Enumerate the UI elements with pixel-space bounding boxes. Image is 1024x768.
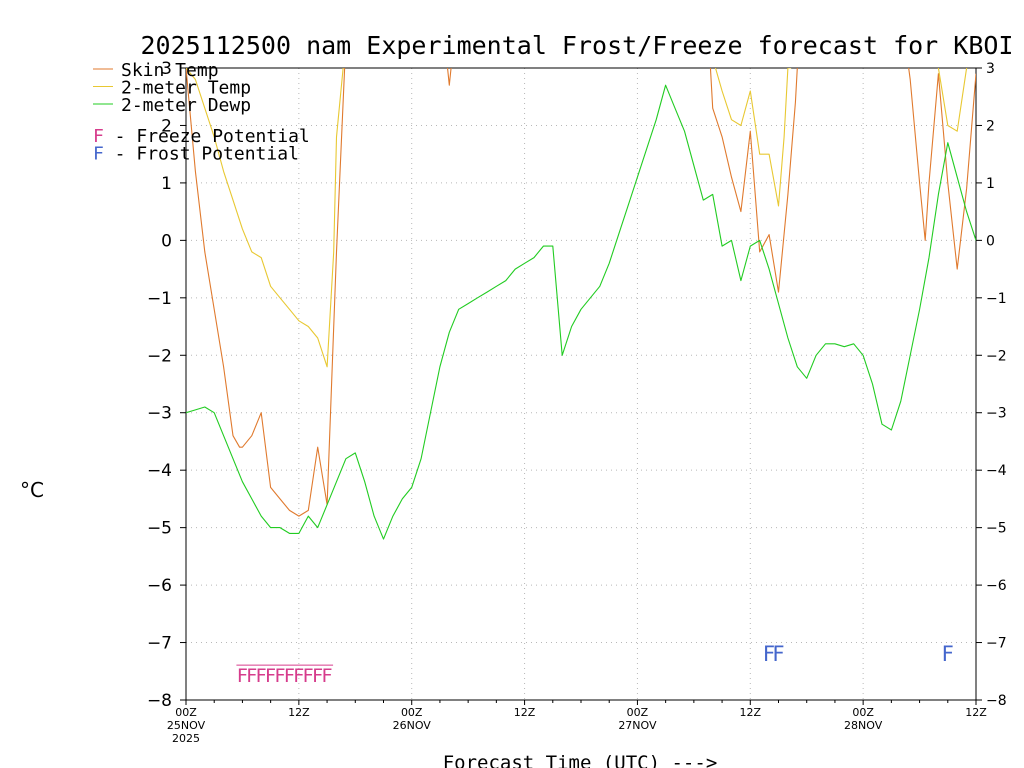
series-layer xyxy=(186,68,976,540)
y-tick-label-right: −7 xyxy=(986,636,1007,652)
x-axis-label: Forecast Time (UTC) ---> xyxy=(443,752,718,768)
series-line-2-meter-temp xyxy=(937,68,968,132)
x-tick-date: 27NOV xyxy=(618,719,657,732)
series-line-skin-temp xyxy=(446,68,452,86)
plot-frame xyxy=(185,67,977,701)
freeze-marker: F xyxy=(312,665,323,687)
y-tick-label-left: −7 xyxy=(147,634,172,654)
x-tick-date: 25NOV xyxy=(167,719,206,732)
frost-marker: F xyxy=(763,642,775,666)
y-axis: −8 −8 −7 −7 −6 −6 −5 −5 −4 −4 −3 −3 −2 −2 −1 −1 0 0 1 1 2 2 3 3 xyxy=(147,59,1007,711)
chart-title: 2025112500 nam Experimental Frost/Freeze… xyxy=(141,31,1014,60)
y-tick-label-right: −2 xyxy=(986,348,1007,364)
y-tick-label-left: 2 xyxy=(161,116,172,136)
x-tick-date: 26NOV xyxy=(393,719,432,732)
y-tick-label-left: −6 xyxy=(147,576,172,596)
series-line-2-meter-temp xyxy=(186,68,344,368)
y-tick-label-right: 0 xyxy=(986,233,995,249)
freeze-marker: F xyxy=(322,665,333,687)
x-tick-label: 00Z xyxy=(175,706,197,719)
y-tick-label-left: −1 xyxy=(147,289,172,309)
x-tick-label: 12Z xyxy=(740,706,762,719)
y-tick-label-left: −4 xyxy=(147,461,172,481)
y-tick-label-right: −8 xyxy=(986,693,1007,709)
x-tick-label: 12Z xyxy=(288,706,310,719)
series-line-skin-temp xyxy=(186,68,346,517)
freeze-marker: F xyxy=(303,665,314,687)
y-tick-label-left: 3 xyxy=(161,59,172,79)
legend-potential-letter: F xyxy=(93,126,104,147)
freeze-marker: F xyxy=(246,665,257,687)
frost-marker: F xyxy=(942,642,954,666)
freeze-marker: F xyxy=(237,665,248,687)
legend-label: 2-meter Dewp xyxy=(121,95,251,116)
freeze-marker: F xyxy=(256,665,267,687)
y-tick-label-right: 1 xyxy=(986,176,995,192)
freeze-marker: F xyxy=(265,665,276,687)
legend-potential-text: - Frost Potential xyxy=(104,144,299,165)
legend-potential-letter: F xyxy=(93,144,104,165)
x-tick-year: 2025 xyxy=(172,732,200,745)
series-line-2-meter-dewp xyxy=(186,84,976,540)
y-tick-label-left: 0 xyxy=(161,231,172,251)
freeze-marker: F xyxy=(293,665,304,687)
y-tick-label-left: −3 xyxy=(147,404,172,424)
freeze-marker: F xyxy=(275,665,286,687)
y-tick-label-right: −3 xyxy=(986,406,1007,422)
x-tick-label: 12Z xyxy=(514,706,536,719)
y-tick-label-right: −6 xyxy=(986,578,1007,594)
y-tick-label-left: −2 xyxy=(147,346,172,366)
legend-potential-text: - Freeze Potential xyxy=(104,126,310,147)
x-tick-date: 28NOV xyxy=(844,719,883,732)
x-tick-label: 00Z xyxy=(852,706,874,719)
y-tick-label-left: −5 xyxy=(147,519,172,539)
y-tick-label-right: 3 xyxy=(986,61,995,77)
series-line-skin-temp xyxy=(709,68,798,293)
x-tick-label: 12Z xyxy=(965,706,987,719)
y-tick-label-right: −5 xyxy=(986,521,1007,537)
legend-label: 2-meter Temp xyxy=(121,78,251,99)
legend-potential: F - Frost Potential xyxy=(93,144,299,165)
series-line-2-meter-temp xyxy=(714,68,792,207)
y-tick-label-right: 2 xyxy=(986,118,995,134)
y-tick-label-left: −8 xyxy=(147,691,172,711)
freeze-marker: F xyxy=(284,665,295,687)
legend-potential: F - Freeze Potential xyxy=(93,126,310,147)
series-line-skin-temp xyxy=(908,68,976,270)
y-tick-label-right: −1 xyxy=(986,291,1007,307)
y-tick-label-right: −4 xyxy=(986,463,1007,479)
legend-label: Skin Temp xyxy=(121,60,219,81)
x-tick-label: 00Z xyxy=(627,706,649,719)
y-axis-label: °C xyxy=(20,478,44,502)
y-tick-label-left: 1 xyxy=(161,174,172,194)
grid xyxy=(186,68,976,700)
x-tick-label: 00Z xyxy=(401,706,423,719)
frost-marker: F xyxy=(772,642,784,666)
